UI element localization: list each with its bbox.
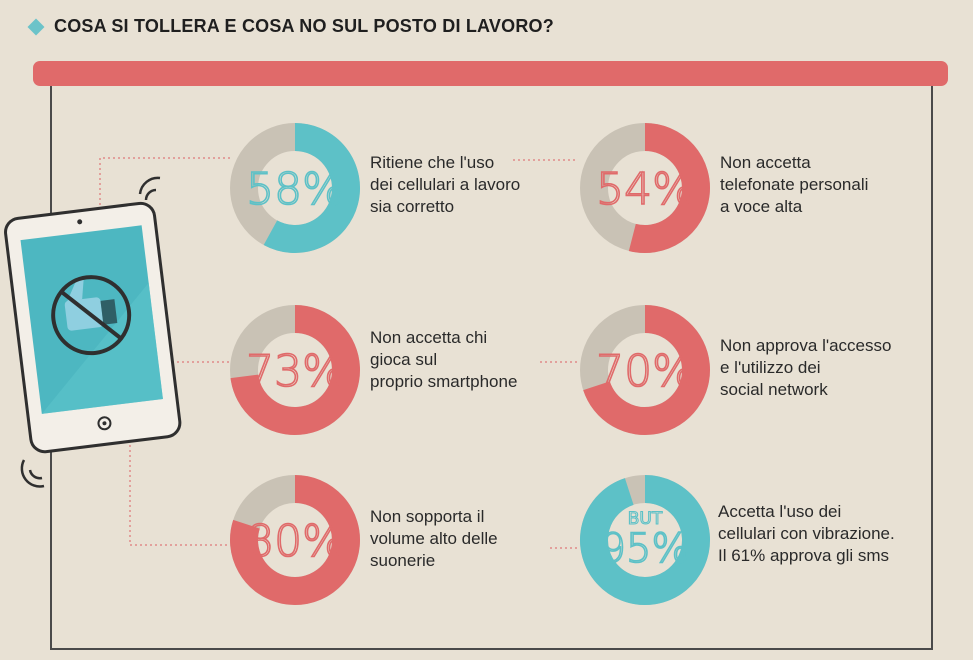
- page-title: COSA SI TOLLERA E COSA NO SUL POSTO DI L…: [54, 16, 554, 36]
- donut-prefix-label: BUT: [628, 509, 663, 529]
- title-row: COSA SI TOLLERA E COSA NO SUL POSTO DI L…: [27, 16, 554, 37]
- donut-slice: [580, 475, 710, 605]
- donut-slice: [583, 305, 710, 435]
- tablet-icon: [4, 176, 182, 488]
- donut-slice: [263, 123, 360, 253]
- stat-description-line: cellulari con vibrazione.: [718, 524, 895, 543]
- stat-description: Accetta l'uso dei cellulari con vibrazion…: [718, 501, 895, 567]
- donut-58: 58%: [230, 123, 360, 253]
- stat-description-line: Ritiene che l'uso: [370, 153, 495, 172]
- stat-description: Non accetta telefonate personali a voce al…: [720, 152, 868, 218]
- connector-line: [129, 440, 230, 546]
- donut-value-label: 80%: [246, 516, 344, 567]
- donut-slice: [230, 305, 360, 435]
- donut-70: 70%: [580, 305, 710, 435]
- connector-line: [99, 157, 230, 205]
- stat-description-line: Il 61% approva gli sms: [718, 546, 890, 565]
- stat-description-line: gioca sul: [370, 350, 438, 369]
- stat-description-line: sia corretto: [370, 197, 455, 216]
- donut-value-label: 58%: [246, 164, 344, 215]
- stat-description-line: proprio smartphone: [370, 372, 518, 391]
- stat-description-line: volume alto delle: [370, 529, 498, 548]
- stat-description-line: Non accetta chi: [370, 328, 488, 347]
- donut-value-label: 95%: [601, 526, 690, 572]
- stat-description-line: suonerie: [370, 551, 436, 570]
- donut-54: 54%: [580, 123, 710, 253]
- connector-lines: [99, 157, 578, 549]
- donut-80: 80%: [230, 475, 360, 605]
- donut-slice: [628, 123, 710, 253]
- donut-charts: 58% 54% 73% 70% 80% 95%BUT: [230, 123, 710, 605]
- stat-description-line: Non approva l'accesso: [720, 336, 892, 355]
- stat-description: Ritiene che l'uso dei cellulari a lavoro s…: [370, 152, 520, 218]
- thumb-ban-icon: [51, 275, 132, 356]
- donut-value-label: 70%: [596, 346, 694, 397]
- stat-description: Non approva l'accesso e l'utilizzo dei soc…: [720, 335, 891, 401]
- stat-description-line: a voce alta: [720, 197, 803, 216]
- stat-description: Non accetta chi gioca sul proprio smartpho…: [370, 327, 517, 393]
- stat-description-line: social network: [720, 380, 828, 399]
- donut-73: 73%: [230, 305, 360, 435]
- donut-slice: [230, 475, 360, 605]
- stat-description-line: dei cellulari a lavoro: [370, 175, 521, 194]
- stat-description-line: telefonate personali: [720, 175, 869, 194]
- donut-value-label: 54%: [596, 164, 694, 215]
- stat-description-line: Accetta l'uso dei: [718, 502, 842, 521]
- stat-description-line: Non sopporta il: [370, 507, 485, 526]
- donut-value-label: 73%: [246, 346, 344, 397]
- stat-description-line: e l'utilizzo dei: [720, 358, 821, 377]
- top-bar: [33, 61, 948, 86]
- donut-95: 95%BUT: [580, 475, 710, 605]
- stat-description: Non sopporta il volume alto delle suonerie: [370, 506, 498, 572]
- stat-description-line: Non accetta: [720, 153, 811, 172]
